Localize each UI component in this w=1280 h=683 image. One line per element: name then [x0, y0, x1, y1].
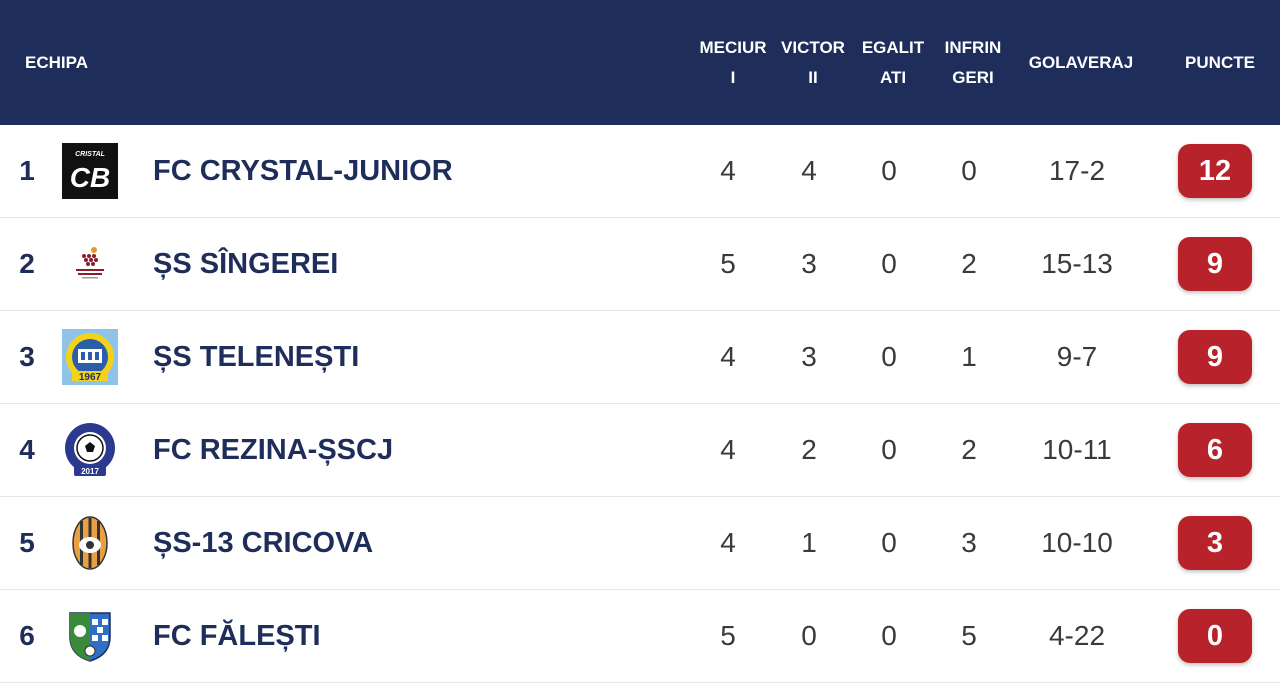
telenesti-logo-icon: 1967	[60, 311, 120, 403]
rank: 3	[19, 341, 35, 372]
header-matches-line1: MECIUR	[699, 37, 767, 57]
header-losses-line2: GERI	[952, 67, 994, 87]
draws: 0	[881, 620, 897, 651]
points-badge: 9	[1178, 237, 1252, 291]
table-header: ECHIPA MECIUR I VICTOR II EGALIT ATI INFRIN…	[0, 0, 1280, 125]
team-name[interactable]: ȘS-13 CRICOVA	[153, 526, 374, 559]
header-losses[interactable]: INFRIN GERI	[933, 0, 1013, 125]
wins: 3	[801, 248, 817, 279]
goal-diff: 10-10	[1041, 527, 1113, 558]
header-goal-diff[interactable]: GOLAVERAJ	[1028, 52, 1134, 72]
header-draws-line1: EGALIT	[861, 37, 925, 57]
draws: 0	[881, 155, 897, 186]
points-cell: 9	[1177, 311, 1253, 403]
table-row[interactable]: 1 CRISTAL CB FC CRYSTAL-JUNIOR 4 4 0 0 1…	[0, 125, 1280, 218]
header-wins-line2: II	[808, 67, 818, 87]
goal-diff: 9-7	[1056, 341, 1098, 372]
team-name[interactable]: FC CRYSTAL-JUNIOR	[153, 154, 453, 187]
header-draws-line2: ATI	[879, 67, 907, 87]
losses: 0	[961, 155, 977, 186]
crystal-logo-text: CB	[70, 162, 110, 193]
goal-diff: 15-13	[1041, 248, 1113, 279]
goal-diff: 17-2	[1048, 155, 1106, 186]
wins: 4	[801, 155, 817, 186]
wins: 0	[801, 620, 817, 651]
points-cell: 0	[1177, 590, 1253, 682]
team-name[interactable]: ȘS TELENEȘTI	[153, 340, 360, 373]
table-row[interactable]: 3 1967 ȘS TELENEȘTI 4 3 0 1 9-7 9	[0, 311, 1280, 404]
matches: 4	[720, 155, 736, 186]
losses: 5	[961, 620, 977, 651]
matches: 5	[720, 620, 736, 651]
matches: 4	[720, 527, 736, 558]
points-cell: 9	[1177, 218, 1253, 310]
table-row[interactable]: 4 2017 FC REZINA-ȘSCJ 4 2 0 2 10-11 6	[0, 404, 1280, 497]
points-badge: 0	[1178, 609, 1252, 663]
rank: 2	[19, 248, 35, 279]
wins: 3	[801, 341, 817, 372]
draws: 0	[881, 341, 897, 372]
telenesti-logo-text: 1967	[79, 372, 102, 383]
matches: 4	[720, 341, 736, 372]
header-losses-line1: INFRIN	[944, 37, 1002, 57]
rank: 6	[19, 620, 35, 651]
losses: 2	[961, 248, 977, 279]
points-badge: 6	[1178, 423, 1252, 477]
team-name[interactable]: FC REZINA-ȘSCJ	[153, 433, 394, 466]
draws: 0	[881, 527, 897, 558]
crystal-logo-icon: CRISTAL CB	[60, 125, 120, 217]
points-cell: 3	[1177, 497, 1253, 589]
team-name[interactable]: FC FĂLEȘTI	[153, 619, 321, 652]
rezina-logo-icon: 2017	[60, 404, 120, 496]
header-wins-line1: VICTOR	[781, 37, 845, 57]
losses: 3	[961, 527, 977, 558]
points-badge: 12	[1178, 144, 1252, 198]
team-name[interactable]: ȘS SÎNGEREI	[153, 247, 339, 280]
wins: 2	[801, 434, 817, 465]
points-badge: 9	[1178, 330, 1252, 384]
losses: 2	[961, 434, 977, 465]
header-team[interactable]: ECHIPA	[25, 52, 88, 72]
table-row[interactable]: 6 FC FĂLEȘTI 5 0 0 5 4-22 0	[0, 590, 1280, 683]
points-cell: 12	[1177, 125, 1253, 217]
losses: 1	[961, 341, 977, 372]
header-draws[interactable]: EGALIT ATI	[853, 0, 933, 125]
matches: 4	[720, 434, 736, 465]
cricova-logo-icon	[60, 497, 120, 589]
rank: 1	[19, 155, 35, 186]
header-wins[interactable]: VICTOR II	[773, 0, 853, 125]
wins: 1	[801, 527, 817, 558]
draws: 0	[881, 434, 897, 465]
table-row[interactable]: 5 ȘS-13 CRICOVA 4 1 0 3 10-10 3	[0, 497, 1280, 590]
falesti-logo-icon	[60, 590, 120, 682]
matches: 5	[720, 248, 736, 279]
header-matches-line2: I	[730, 67, 736, 87]
points-cell: 6	[1177, 404, 1253, 496]
rezina-logo-text: 2017	[81, 467, 99, 476]
rank: 4	[19, 434, 35, 465]
rank: 5	[19, 527, 35, 558]
header-points[interactable]: PUNCTE	[1185, 52, 1255, 72]
singerei-logo-icon	[60, 218, 120, 310]
goal-diff: 10-11	[1042, 434, 1112, 465]
table-row[interactable]: 2 ȘS SÎNGEREI 5 3 0 2 15-13 9	[0, 218, 1280, 311]
crystal-logo-caption: CRISTAL	[75, 151, 105, 158]
points-badge: 3	[1178, 516, 1252, 570]
goal-diff: 4-22	[1048, 620, 1106, 651]
header-matches[interactable]: MECIUR I	[692, 0, 774, 125]
draws: 0	[881, 248, 897, 279]
